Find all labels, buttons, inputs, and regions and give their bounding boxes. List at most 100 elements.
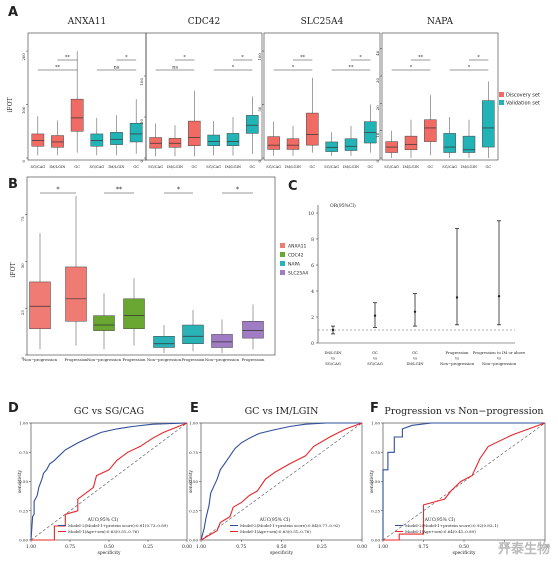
panel-c-xtick-label: Progression to IM or above — [473, 350, 526, 355]
panel-a-legend-label: Discovery set — [506, 93, 540, 99]
panel-d-ytick-label: 0.75 — [19, 450, 28, 455]
panel-c-xtick-label: SG/CAG — [325, 361, 341, 366]
panel-e-roc-curve-model1 — [200, 422, 363, 541]
panel-c-xtick-label: vs — [330, 356, 335, 361]
panel-b-sig-label: * — [57, 187, 60, 194]
panel-a-xtick-label: SG/CAG — [384, 165, 399, 169]
panel-c-xtick-label: IM/LGIN — [324, 350, 342, 355]
panel-a-ytick-label: 0 — [139, 160, 144, 163]
panel-f-xtick-label: 0.50 — [459, 544, 469, 550]
panel-a-sig-label: * — [468, 65, 471, 71]
panel-f-ytick-label: 0.75 — [371, 450, 380, 455]
panel-a-sig-label: * — [359, 55, 362, 61]
panel-a-xtick-label: GC — [310, 165, 316, 169]
panel-e-ylabel: sensitivity — [188, 469, 194, 493]
panel-a-sig-label: ns — [172, 65, 178, 71]
panel-b-ytick-label: 25 — [20, 310, 25, 316]
panel-b-ytick-label: 0 — [20, 357, 25, 360]
panel-a-xtick-label: GC — [192, 165, 198, 169]
panel-c-xtick-label: Non−progression — [482, 361, 517, 366]
panel-f-legend-label: Model-1(Age+sex):0.64(0.41–0.89) — [405, 529, 476, 534]
panel-e-xtick-label: 0.75 — [236, 544, 246, 550]
panel-d-ytick-label: 0.50 — [19, 479, 28, 484]
panel-f-xtick-label: 0.25 — [499, 544, 509, 550]
panel-c-xtick-label: Progression — [446, 350, 470, 355]
panel-b-xtick-label: Non−progression — [87, 357, 122, 362]
panel-c-xtick-label: SG/CAG — [367, 361, 383, 366]
panel-a-xtick-label: GC — [74, 165, 80, 169]
panel-d-reference-diagonal — [30, 422, 188, 541]
panel-a-box — [149, 137, 162, 149]
panel-letter-A: A — [8, 5, 18, 20]
panel-a-box — [306, 112, 319, 146]
panel-c-ytick-label: 2 — [311, 315, 314, 321]
panel-a-xtick-label: GC — [428, 165, 434, 169]
panel-e-legend-title: AUC(95% CI) — [259, 516, 291, 523]
panel-a-sig-label: ns — [114, 65, 120, 71]
panel-e-legend-label: Model-2(Model-1+protein score):0.84(0.77… — [240, 523, 340, 528]
panel-a-sig-label: ** — [300, 55, 306, 61]
panel-e-ytick-label: 0.50 — [189, 479, 198, 484]
panel-c-xtick-label: IM/LGIN — [406, 361, 424, 366]
panel-e-legend-label: Model-1(Age+sex):0.63(0.51–0.76) — [240, 529, 311, 534]
panel-e-xtick-label: 0.50 — [276, 544, 286, 550]
panel-a-legend-key — [499, 100, 504, 105]
panel-d-ytick-label: 0.25 — [19, 508, 28, 513]
panel-a-sig-label: * — [183, 55, 186, 61]
panel-letter-B: B — [8, 177, 18, 192]
panel-b-ytick-label: 50 — [20, 263, 25, 269]
panel-b-box — [242, 321, 264, 339]
panel-a-box — [188, 120, 201, 146]
panel-a-box — [267, 136, 280, 150]
panel-a-ytick-label: 100 — [257, 53, 262, 61]
panel-e-xtick-label: 1.00 — [196, 544, 206, 550]
panel-d-xtick-label: 1.00 — [26, 544, 36, 550]
watermark-text: 开泰生物 — [497, 542, 550, 557]
panel-b-xtick-label: Non−progression — [23, 357, 58, 362]
panel-e-xlabel: specificity — [270, 550, 294, 556]
panel-a-sig-label: ** — [65, 55, 71, 61]
panel-a-sig-label: ** — [55, 65, 61, 71]
panel-f-ylabel: sensitivity — [369, 469, 375, 493]
panel-a-box — [70, 98, 84, 132]
panel-a-box — [51, 135, 64, 148]
panel-a-ytick-label: 10 — [375, 132, 380, 138]
panel-a-sig-label: * — [477, 55, 480, 61]
panel-a-xtick-label: IM/LGIN — [461, 165, 477, 169]
panel-letter-F: F — [370, 401, 379, 416]
panel-a-xtick-label: SG/CAG — [324, 165, 339, 169]
panel-c-xtick-label: vs — [454, 356, 459, 361]
panel-f-xtick-label: 1.00 — [378, 544, 388, 550]
panel-b-xtick-label: Non−progression — [147, 357, 182, 362]
panel-b-box — [93, 315, 115, 331]
panel-d-ylabel: sensitivity — [17, 469, 23, 493]
panel-c-ytick-label: 4 — [311, 289, 314, 295]
panel-a-box — [325, 141, 338, 152]
panel-a-xtick-label: SG/CAG — [30, 165, 45, 169]
panel-c-ytick-label: 8 — [311, 237, 314, 243]
panel-a-box — [443, 133, 456, 153]
panel-f-xtick-label: 0.75 — [418, 544, 428, 550]
panel-d-xlabel: specificity — [97, 550, 121, 556]
panel-a-ytick-label: 100 — [21, 106, 26, 114]
panel-a-sig-label: * — [241, 55, 244, 61]
panel-a-xtick-label: IM/LGIN — [49, 165, 65, 169]
panel-a-ytick-label: 40 — [375, 50, 380, 56]
panel-a-sig-label: * — [292, 65, 295, 71]
panel-b-ylabel: iFOT — [10, 262, 17, 277]
panel-e-ytick-label: 1.00 — [189, 421, 198, 426]
panel-a-ytick-label: 20 — [375, 105, 380, 111]
panel-a-ytick-label: 50 — [257, 106, 262, 112]
panel-b-box — [29, 281, 51, 330]
panel-a-box — [110, 132, 123, 145]
panel-a-xtick-label: IM/LGIN — [108, 165, 124, 169]
panel-letter-D: D — [8, 401, 19, 416]
panel-a-sig-label: * — [410, 65, 413, 71]
panel-c-xtick-label: Non−progression — [440, 361, 475, 366]
panel-c-ytick-label: 10 — [308, 211, 314, 217]
panel-b-legend-key — [280, 261, 285, 266]
panel-b-ytick-label: 75 — [20, 216, 25, 222]
panel-f-legend-title: AUC(95% CI) — [424, 516, 456, 523]
panel-c-xtick-label: GC — [412, 350, 418, 355]
